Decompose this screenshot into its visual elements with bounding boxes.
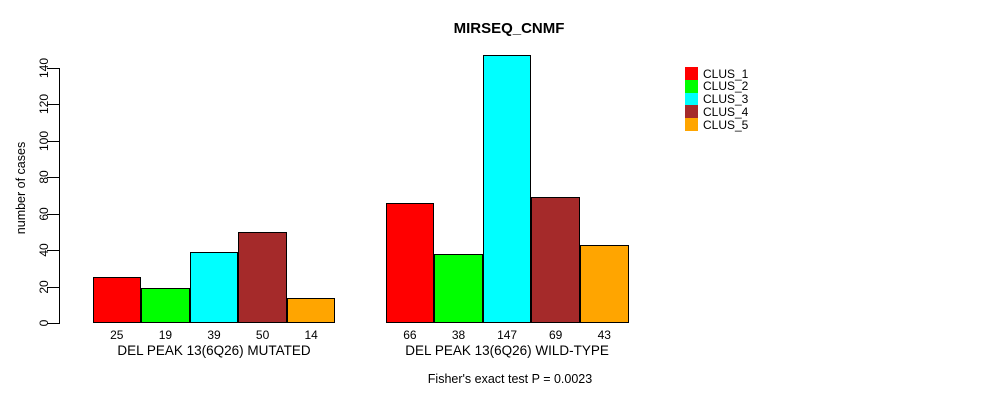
bar bbox=[238, 231, 287, 323]
fisher-test-annotation: Fisher's exact test P = 0.0023 bbox=[427, 372, 593, 386]
y-axis-label: number of cases bbox=[14, 141, 28, 235]
legend-label: CLUS_2 bbox=[703, 79, 749, 94]
bar-value-label: 43 bbox=[597, 328, 611, 342]
bar bbox=[434, 253, 483, 323]
bar bbox=[531, 197, 580, 323]
bar bbox=[286, 297, 336, 323]
bar bbox=[141, 288, 190, 323]
y-axis-tick bbox=[47, 104, 59, 106]
bar-value-label: 66 bbox=[403, 328, 417, 342]
y-axis-tick bbox=[47, 68, 59, 69]
bar-value-label: 25 bbox=[110, 328, 124, 342]
legend-swatch bbox=[685, 105, 698, 119]
y-axis-tick bbox=[47, 140, 59, 142]
y-axis-tick bbox=[47, 250, 59, 252]
y-axis-tick bbox=[47, 286, 59, 288]
legend-swatch bbox=[685, 118, 698, 132]
legend-label: CLUS_5 bbox=[703, 117, 749, 132]
bar-value-label: 14 bbox=[304, 328, 318, 342]
bar bbox=[385, 202, 435, 323]
bar bbox=[92, 277, 142, 323]
y-axis-tick-label: 140 bbox=[37, 57, 51, 79]
y-axis-tick-label: 40 bbox=[37, 243, 51, 257]
y-axis-tick-label: 60 bbox=[37, 207, 51, 221]
bar bbox=[189, 251, 239, 323]
y-axis-tick-label: 20 bbox=[37, 279, 51, 294]
bar-value-label: 19 bbox=[158, 328, 173, 342]
chart-title: MIRSEQ_CNMF bbox=[453, 20, 565, 37]
y-axis-tick-label: 0 bbox=[37, 319, 51, 327]
category-label: DEL PEAK 13(6Q26) MUTATED bbox=[117, 343, 311, 358]
bar-value-label: 147 bbox=[497, 328, 518, 342]
legend-swatch bbox=[685, 67, 698, 80]
legend-label: CLUS_4 bbox=[703, 104, 749, 119]
y-axis-tick-label: 80 bbox=[37, 170, 51, 184]
y-axis-tick-label: 100 bbox=[37, 130, 51, 151]
bar-value-label: 50 bbox=[255, 328, 270, 342]
bar-value-label: 38 bbox=[451, 328, 466, 342]
bar-value-label: 69 bbox=[549, 328, 563, 342]
y-axis-line bbox=[59, 68, 60, 324]
bar-value-label: 39 bbox=[207, 328, 221, 342]
legend-swatch bbox=[685, 92, 698, 106]
y-axis-tick bbox=[47, 213, 59, 215]
y-axis-tick-label: 120 bbox=[37, 94, 51, 115]
bar bbox=[580, 244, 629, 323]
legend-label: CLUS_1 bbox=[703, 66, 749, 81]
y-axis-tick bbox=[47, 177, 59, 179]
bar bbox=[482, 55, 532, 323]
category-label: DEL PEAK 13(6Q26) WILD-TYPE bbox=[405, 343, 609, 358]
legend-swatch bbox=[685, 79, 698, 93]
legend-label: CLUS_3 bbox=[703, 92, 749, 107]
y-axis-tick bbox=[47, 323, 59, 324]
